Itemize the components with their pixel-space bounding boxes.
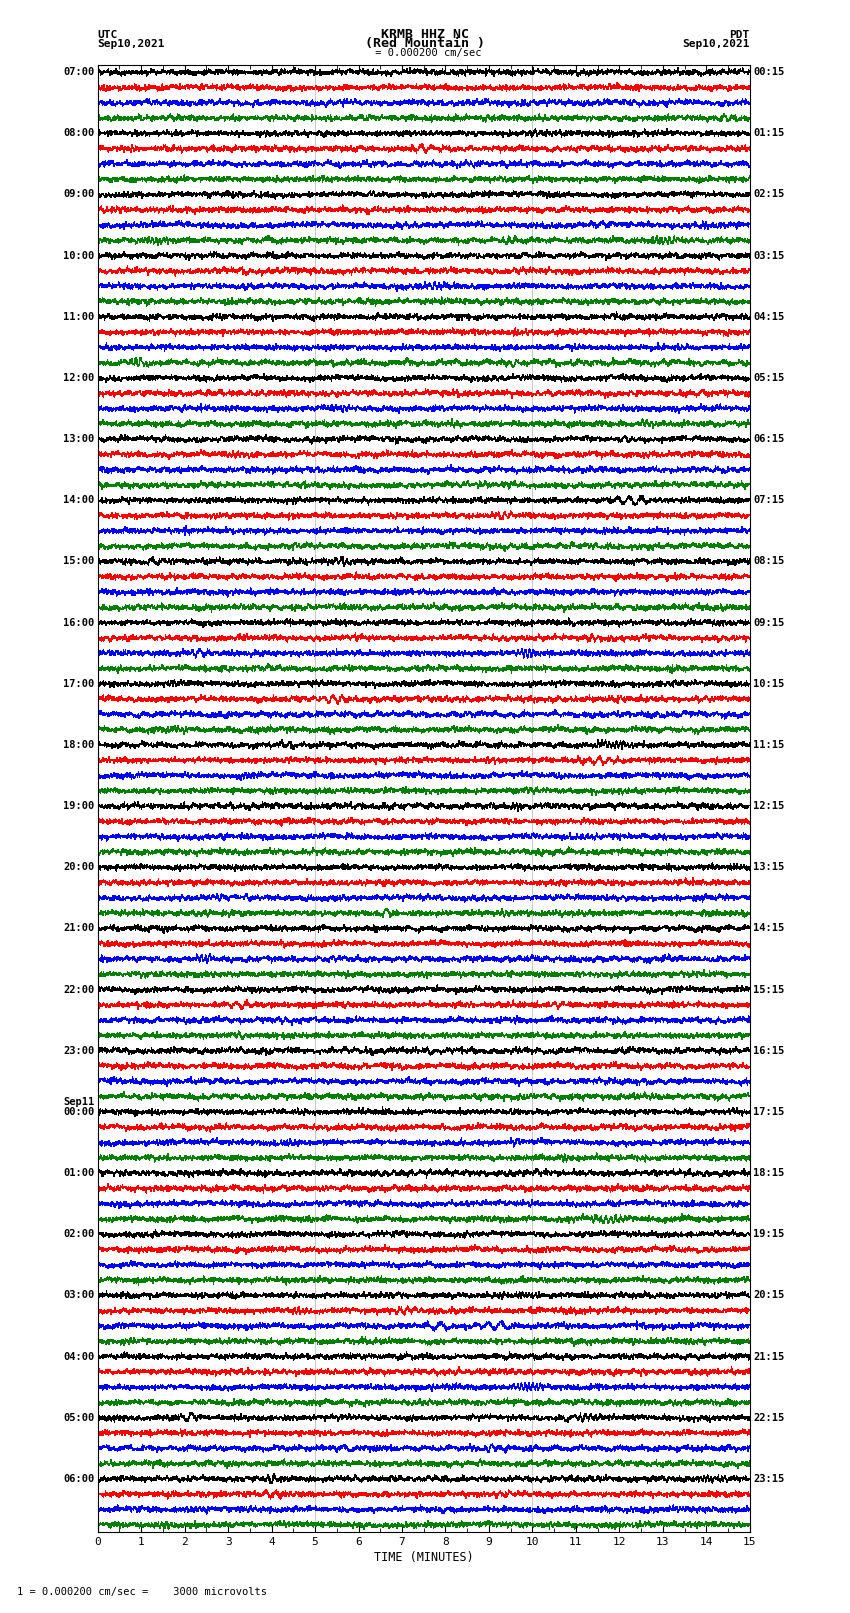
Text: 15:15: 15:15: [753, 984, 785, 995]
Text: 06:00: 06:00: [63, 1474, 94, 1484]
Text: 1 = 0.000200 cm/sec =    3000 microvolts: 1 = 0.000200 cm/sec = 3000 microvolts: [17, 1587, 267, 1597]
Text: 12:15: 12:15: [753, 802, 785, 811]
Text: 13:00: 13:00: [63, 434, 94, 444]
Text: 16:15: 16:15: [753, 1045, 785, 1057]
Text: 15:00: 15:00: [63, 556, 94, 566]
Text: 20:15: 20:15: [753, 1290, 785, 1300]
Text: 21:00: 21:00: [63, 923, 94, 934]
Text: KRMB HHZ NC: KRMB HHZ NC: [381, 27, 469, 42]
Text: UTC: UTC: [98, 29, 118, 40]
Text: PDT: PDT: [729, 29, 750, 40]
Text: 23:15: 23:15: [753, 1474, 785, 1484]
Text: 17:15: 17:15: [753, 1107, 785, 1116]
Text: 11:00: 11:00: [63, 311, 94, 323]
Text: 10:15: 10:15: [753, 679, 785, 689]
Text: = 0.000200 cm/sec: = 0.000200 cm/sec: [369, 48, 481, 58]
Text: 03:15: 03:15: [753, 250, 785, 261]
Text: 14:15: 14:15: [753, 923, 785, 934]
Text: 19:00: 19:00: [63, 802, 94, 811]
Text: 09:15: 09:15: [753, 618, 785, 627]
Text: 01:15: 01:15: [753, 129, 785, 139]
Text: Sep10,2021: Sep10,2021: [98, 39, 165, 48]
Text: 02:15: 02:15: [753, 189, 785, 200]
Text: 02:00: 02:00: [63, 1229, 94, 1239]
Text: 12:00: 12:00: [63, 373, 94, 382]
Text: 22:00: 22:00: [63, 984, 94, 995]
Text: 19:15: 19:15: [753, 1229, 785, 1239]
Text: 17:00: 17:00: [63, 679, 94, 689]
Text: 13:15: 13:15: [753, 863, 785, 873]
Text: 23:00: 23:00: [63, 1045, 94, 1057]
Text: 18:15: 18:15: [753, 1168, 785, 1177]
Text: 22:15: 22:15: [753, 1413, 785, 1423]
Text: 14:00: 14:00: [63, 495, 94, 505]
Text: 11:15: 11:15: [753, 740, 785, 750]
Text: 01:00: 01:00: [63, 1168, 94, 1177]
Text: Sep10,2021: Sep10,2021: [683, 39, 750, 48]
Text: 07:00: 07:00: [63, 68, 94, 77]
Text: 20:00: 20:00: [63, 863, 94, 873]
Text: (Red Mountain ): (Red Mountain ): [365, 37, 485, 50]
Text: 00:00: 00:00: [63, 1107, 94, 1116]
Text: 18:00: 18:00: [63, 740, 94, 750]
Text: 10:00: 10:00: [63, 250, 94, 261]
Text: 06:15: 06:15: [753, 434, 785, 444]
Text: 07:15: 07:15: [753, 495, 785, 505]
Text: 08:00: 08:00: [63, 129, 94, 139]
Text: 03:00: 03:00: [63, 1290, 94, 1300]
Text: 05:00: 05:00: [63, 1413, 94, 1423]
Text: 08:15: 08:15: [753, 556, 785, 566]
Text: 21:15: 21:15: [753, 1352, 785, 1361]
X-axis label: TIME (MINUTES): TIME (MINUTES): [374, 1552, 473, 1565]
Text: 04:15: 04:15: [753, 311, 785, 323]
Text: 16:00: 16:00: [63, 618, 94, 627]
Text: 00:15: 00:15: [753, 68, 785, 77]
Text: 04:00: 04:00: [63, 1352, 94, 1361]
Text: Sep11: Sep11: [63, 1097, 94, 1107]
Text: 09:00: 09:00: [63, 189, 94, 200]
Text: 05:15: 05:15: [753, 373, 785, 382]
